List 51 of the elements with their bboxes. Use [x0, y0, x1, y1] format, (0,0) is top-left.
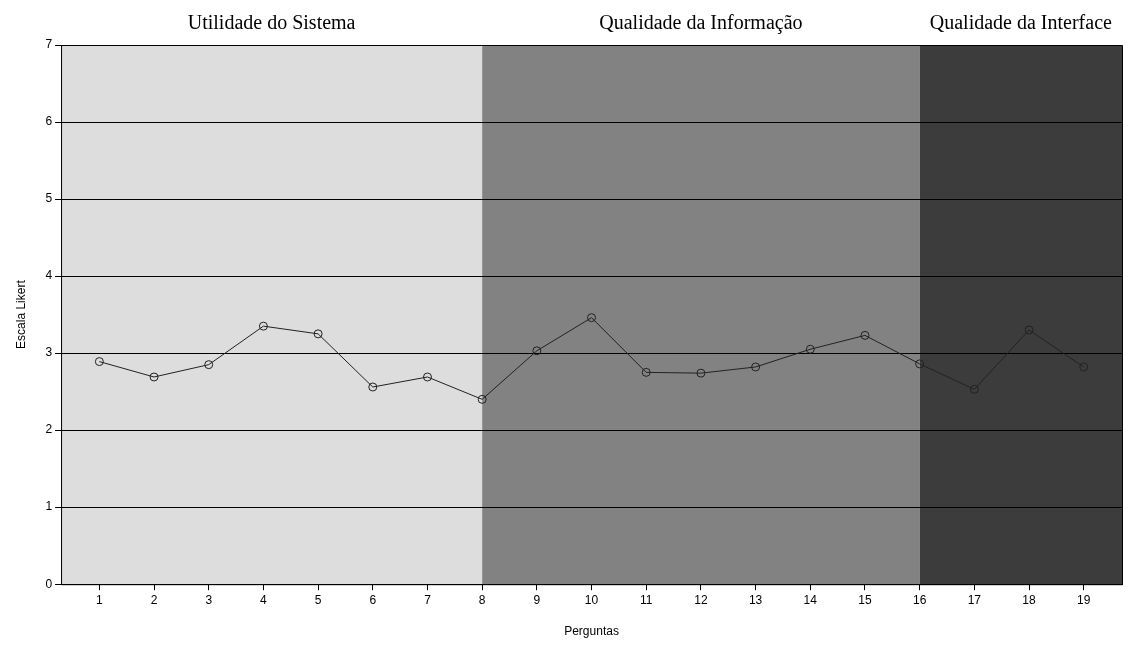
x-tick-label: 2	[150, 592, 158, 607]
x-tick-label: 9	[533, 592, 541, 607]
point	[477, 394, 487, 404]
point	[969, 384, 979, 394]
point	[204, 360, 214, 370]
point	[532, 346, 542, 356]
point	[422, 372, 432, 382]
point	[587, 313, 597, 323]
x-tick-label: 10	[584, 592, 599, 607]
x-tick-label: 8	[478, 592, 486, 607]
point	[1024, 325, 1034, 335]
point	[94, 357, 104, 367]
x-tick-label: 13	[748, 592, 763, 607]
point	[641, 367, 651, 377]
point	[368, 382, 378, 392]
x-tick-label: 5	[314, 592, 322, 607]
x-tick-label: 14	[803, 592, 818, 607]
y-tick-label: 1	[45, 499, 53, 514]
x-tick-label: 6	[369, 592, 377, 607]
x-tick-label: 15	[858, 592, 872, 607]
point	[313, 329, 323, 339]
y-tick-label: 6	[45, 114, 53, 129]
point	[149, 372, 159, 382]
band-label: Utilidade do Sistema	[187, 11, 356, 33]
point	[1079, 362, 1089, 372]
y-tick-label: 0	[45, 576, 53, 591]
x-tick-label: 16	[912, 592, 927, 607]
y-tick-label: 5	[45, 191, 53, 206]
y-axis-title: Escala Likert	[13, 279, 28, 349]
x-tick-label: 7	[424, 592, 432, 607]
point	[805, 344, 815, 354]
x-tick-label: 11	[639, 592, 653, 607]
x-tick-label: 18	[1022, 592, 1037, 607]
point	[696, 368, 706, 378]
point	[860, 330, 870, 340]
point	[751, 362, 761, 372]
band-label: Qualidade da Interface	[929, 11, 1113, 33]
x-tick-label: 12	[694, 592, 708, 607]
x-axis-title: Perguntas	[564, 624, 619, 639]
y-tick-label: 4	[45, 268, 53, 283]
x-tick-label: 3	[205, 592, 213, 607]
band-label: Qualidade da Informação	[599, 11, 803, 34]
x-tick-label: 1	[96, 592, 104, 607]
x-tick-label: 4	[260, 592, 268, 607]
point	[258, 321, 268, 331]
x-tick-label: 17	[967, 592, 982, 607]
x-tick-label: 19	[1077, 592, 1091, 607]
point	[915, 359, 925, 369]
y-tick-label: 3	[45, 345, 53, 360]
y-tick-label: 2	[45, 422, 53, 437]
y-tick-label: 7	[45, 37, 53, 52]
